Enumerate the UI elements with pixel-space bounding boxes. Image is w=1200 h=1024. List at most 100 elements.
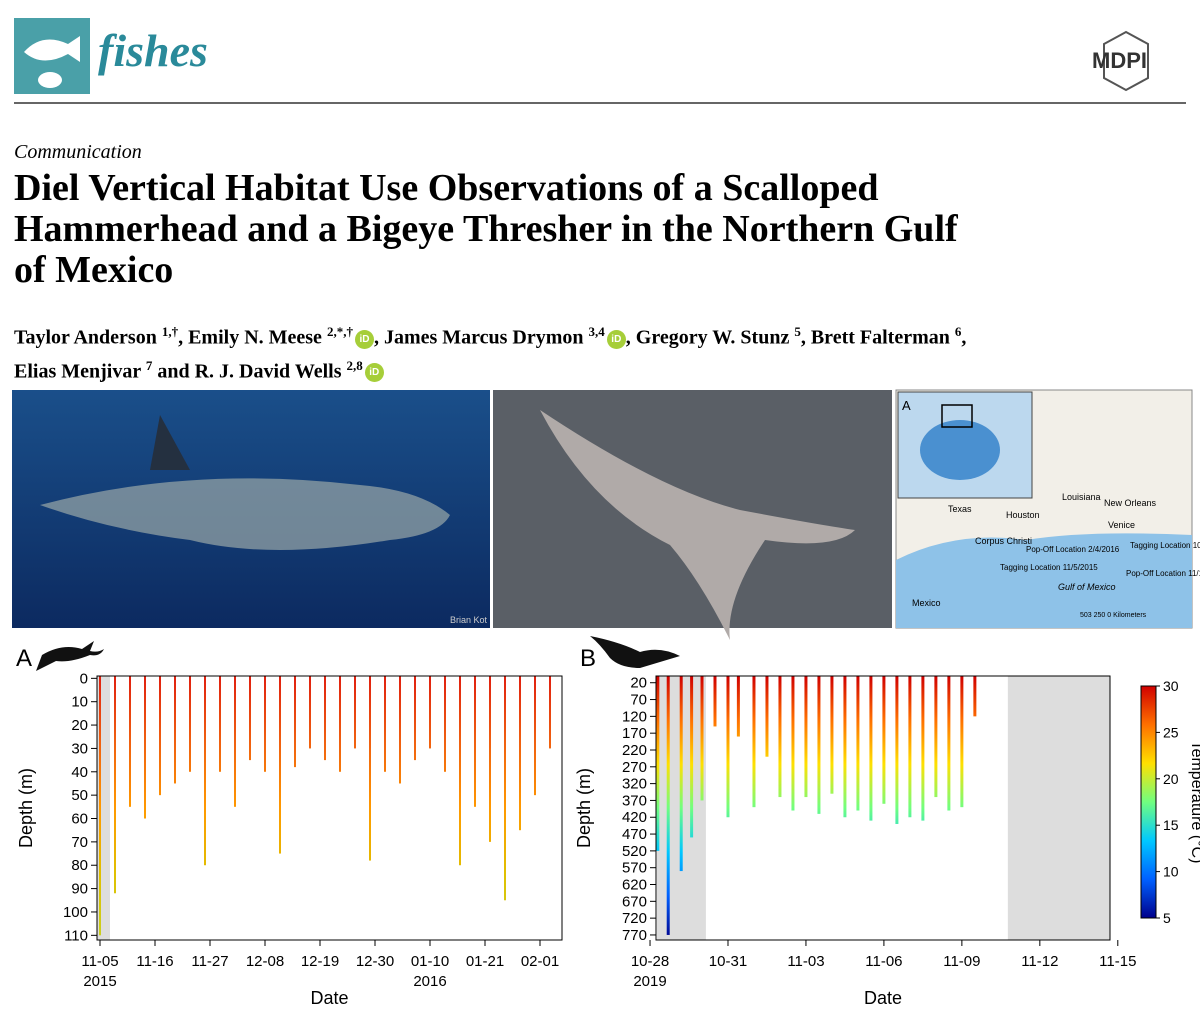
- x-tick-label: 12-19: [301, 953, 339, 970]
- map-label: Mexico: [912, 598, 941, 608]
- inset-box: [941, 404, 973, 428]
- depth-bar: [830, 676, 834, 794]
- y-tick-label: 220: [622, 742, 647, 759]
- orcid-icon: iD: [354, 329, 374, 349]
- depth-bar: [791, 676, 795, 811]
- inset-label: A: [902, 398, 911, 413]
- thresher-silhouette: [590, 636, 680, 668]
- y-tick-label: 670: [622, 893, 647, 910]
- map-tag-label: Tagging Location 10/28/2019: [1130, 541, 1200, 550]
- depth-bar: [294, 676, 296, 768]
- affiliation: 2,8: [346, 357, 363, 373]
- y-tick-label: 570: [622, 860, 647, 877]
- title-line: of Mexico: [14, 249, 174, 291]
- map-label: Louisiana: [1062, 492, 1101, 502]
- colorbar-tick-label: 20: [1163, 771, 1179, 787]
- y-axis-label: Depth (m): [574, 768, 594, 848]
- orcid-icon: iD: [364, 363, 384, 383]
- depth-bar: [129, 676, 131, 807]
- separator: ,: [373, 326, 384, 349]
- depth-bar: [459, 676, 461, 866]
- depth-bar: [339, 676, 341, 772]
- depth-bar: [656, 676, 660, 851]
- y-tick-label: 120: [622, 708, 647, 725]
- depth-bar: [99, 676, 101, 936]
- title-line: Hammerhead and a Bigeye Thresher in the …: [14, 208, 958, 250]
- x-tick-label: 02-01: [521, 953, 559, 970]
- x-tick-sublabel: 2019: [633, 973, 666, 990]
- map-scale: 503 250 0 Kilometers: [1080, 612, 1147, 619]
- x-tick-label: 11-15: [1099, 953, 1136, 970]
- separator: ,: [178, 326, 189, 349]
- y-tick-label: 20: [71, 717, 88, 734]
- depth-bar: [159, 676, 161, 796]
- depth-bar: [817, 676, 821, 814]
- map-tag-label: Tagging Location 11/5/2015: [1000, 563, 1098, 572]
- orcid-icon: iD: [606, 329, 626, 349]
- x-tick-sublabel: 2016: [413, 973, 446, 990]
- depth-bar: [700, 676, 704, 801]
- colorbar-tick-label: 30: [1163, 678, 1179, 694]
- depth-bar: [843, 676, 847, 818]
- depth-bar: [384, 676, 386, 772]
- depth-bar: [189, 676, 191, 772]
- map-label: Venice: [1108, 520, 1135, 530]
- depth-bar: [934, 676, 938, 798]
- depth-bar: [921, 676, 925, 821]
- depth-bar: [414, 676, 416, 761]
- y-tick-label: 720: [622, 910, 647, 927]
- depth-bar: [234, 676, 236, 807]
- depth-bar: [264, 676, 266, 772]
- publisher: MDPI: [1092, 48, 1147, 73]
- depth-bar: [444, 676, 446, 772]
- logo-fish: [24, 36, 80, 62]
- depth-bar: [429, 676, 431, 749]
- depth-bar: [144, 676, 146, 819]
- y-tick-label: 70: [71, 834, 88, 851]
- x-tick-label: 11-16: [136, 953, 173, 970]
- depth-bar: [309, 676, 311, 749]
- night-shading: [1007, 676, 1110, 940]
- map-tag-label: Pop-Off Location 11/16/2019: [1126, 569, 1200, 578]
- author-line: Taylor Anderson 1,†, Emily N. Meese 2,*,…: [14, 318, 966, 352]
- y-tick-label: 470: [622, 826, 647, 843]
- photo-credit: Brian Kot: [450, 615, 488, 625]
- x-tick-label: 11-09: [943, 953, 980, 970]
- y-tick-label: 80: [71, 857, 88, 874]
- depth-bar: [279, 676, 281, 854]
- depth-bar: [474, 676, 476, 807]
- depth-bar: [219, 676, 221, 772]
- panel-label: A: [16, 645, 32, 672]
- x-tick-label: 01-21: [466, 953, 504, 970]
- y-axis-label: Depth (m): [16, 768, 36, 848]
- colorbar-tick-label: 25: [1163, 724, 1179, 740]
- depth-bar: [804, 676, 808, 798]
- depth-bar: [973, 676, 977, 717]
- y-tick-label: 110: [64, 927, 88, 944]
- map-label: Texas: [948, 504, 972, 514]
- map-label: Corpus Christi: [975, 536, 1032, 546]
- y-tick-label: 40: [71, 764, 88, 781]
- hammerhead-silhouette: [36, 641, 104, 671]
- colorbar-label: Temperature (°C): [1188, 741, 1200, 864]
- y-tick-label: 420: [622, 809, 647, 826]
- depth-bar: [882, 676, 886, 804]
- author-name: Emily N. Meese: [188, 326, 322, 349]
- map-gulf: [896, 533, 1192, 628]
- inset-gulf: [920, 420, 1000, 480]
- author-name: Elias Menjivar: [14, 360, 141, 383]
- depth-bar: [249, 676, 251, 761]
- colorbar: [1140, 685, 1157, 919]
- mdpi-logo: [1103, 30, 1149, 92]
- colorbar-tick-label: 10: [1163, 864, 1179, 880]
- depth-bar: [856, 676, 860, 811]
- depth-bar: [204, 676, 206, 866]
- depth-bar: [489, 676, 491, 842]
- depth-bar: [549, 676, 551, 749]
- author-name: Gregory W. Stunz: [635, 326, 790, 349]
- separator: and: [152, 360, 195, 383]
- affiliation: 5: [794, 324, 801, 339]
- x-tick-label: 11-05: [81, 953, 118, 970]
- depth-bar: [736, 676, 740, 737]
